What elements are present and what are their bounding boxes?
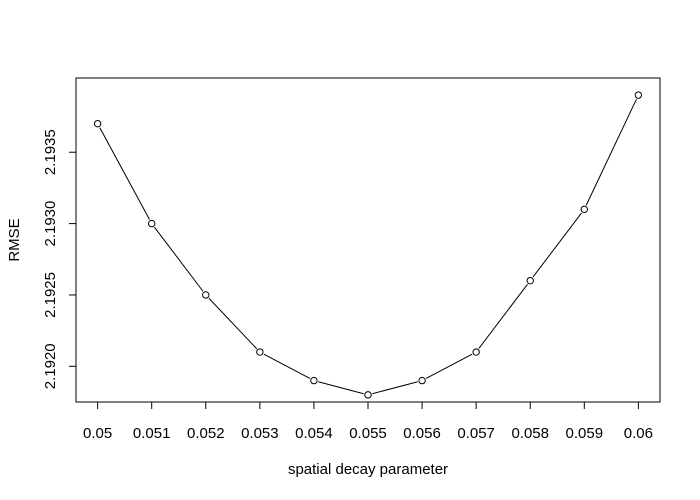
series-line-segment	[154, 226, 204, 292]
series-line-segment	[372, 381, 418, 395]
series-line-segment	[532, 212, 582, 278]
data-point	[472, 348, 480, 356]
x-axis: 0.05 0.051 0.052 0.053 0.054 0.055 0.056 0.057 0…	[83, 402, 653, 442]
y-axis: 2.1920 2.1925 2.1930 2.1935	[42, 129, 76, 389]
data-point	[580, 205, 588, 214]
x-axis-title: spatial decay parameter	[288, 461, 448, 478]
series-line-segment	[263, 353, 311, 379]
x-tick-label: 0.059	[566, 425, 604, 442]
y-tick-label: 2.1935	[42, 129, 59, 175]
y-axis-title: RMSE	[6, 218, 23, 261]
series-line-segment	[99, 127, 151, 220]
data-point	[418, 376, 426, 385]
y-tick-label: 2.1920	[42, 343, 59, 389]
data-point	[634, 91, 643, 99]
x-tick-label: 0.055	[349, 425, 387, 442]
series-line-segment	[208, 297, 258, 350]
series-layer	[93, 91, 643, 399]
data-point	[364, 391, 372, 399]
series-line-segment	[585, 98, 637, 206]
x-tick-label: 0.05	[83, 425, 112, 442]
series-line-segment	[478, 283, 528, 349]
data-point	[256, 348, 264, 356]
x-tick-label: 0.06	[624, 425, 653, 442]
data-point	[148, 219, 156, 228]
series-line-segment	[318, 381, 364, 395]
x-tick-label: 0.053	[241, 425, 279, 442]
data-point	[202, 291, 210, 299]
data-point	[93, 119, 102, 128]
x-tick-label: 0.054	[295, 425, 333, 442]
x-tick-label: 0.052	[187, 425, 225, 442]
data-point	[310, 376, 318, 385]
y-tick-label: 2.1930	[42, 201, 59, 247]
series-line-segment	[425, 353, 473, 379]
x-tick-label: 0.051	[133, 425, 171, 442]
data-point	[526, 276, 534, 285]
x-tick-label: 0.058	[511, 425, 549, 442]
x-tick-label: 0.057	[457, 425, 495, 442]
y-tick-label: 2.1925	[42, 272, 59, 318]
x-tick-label: 0.056	[403, 425, 441, 442]
